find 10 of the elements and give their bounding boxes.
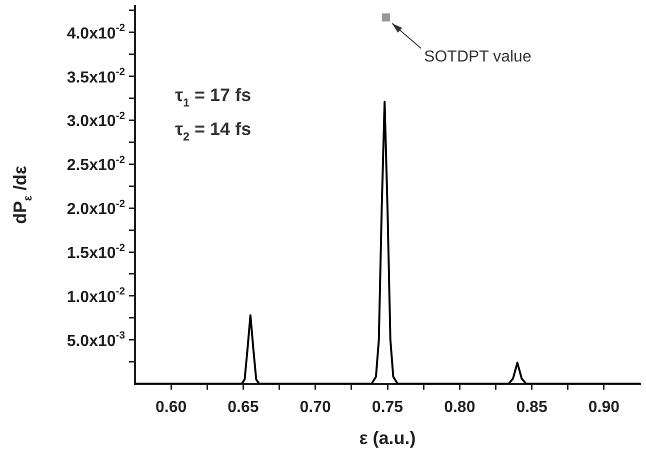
- y-axis-title: dPε /dε: [10, 165, 34, 224]
- x-tick-label: 0.65: [228, 398, 259, 416]
- x-axis-title: ε (a.u.): [359, 428, 416, 448]
- x-tick-label: 0.70: [300, 398, 332, 416]
- x-tick-label: 0.75: [372, 398, 404, 416]
- x-tick-label: 0.60: [156, 398, 187, 416]
- x-tick-label: 0.85: [516, 398, 548, 416]
- annotation: SOTDPT value: [424, 48, 532, 66]
- x-tick-label: 0.80: [444, 398, 476, 416]
- x-tick-label: 0.90: [588, 398, 620, 416]
